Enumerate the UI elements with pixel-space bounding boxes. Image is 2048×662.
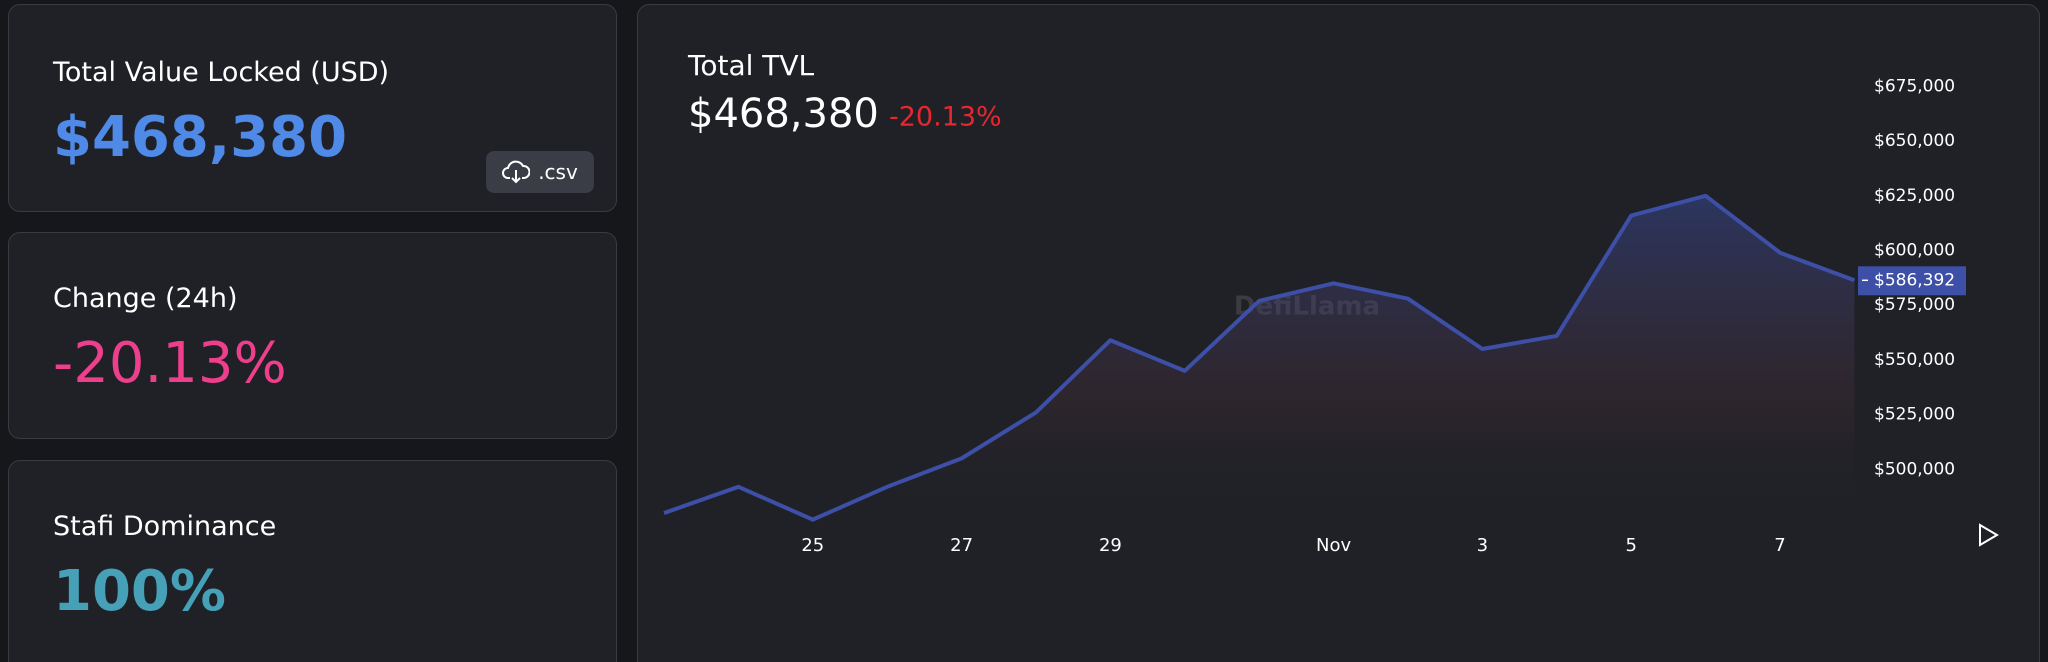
card-value: $468,380	[53, 105, 348, 170]
change-card: Change (24h) -20.13%	[8, 232, 617, 439]
y-tick-label: $625,000	[1874, 186, 1955, 206]
x-tick-label: 25	[801, 535, 824, 556]
area	[664, 195, 1855, 524]
y-tick-label: $500,000	[1874, 459, 1955, 479]
x-tick-label: 7	[1774, 535, 1785, 556]
csv-label: .csv	[538, 160, 578, 184]
y-tick-label: $675,000	[1874, 76, 1955, 96]
last-value-label: $586,392	[1874, 270, 1955, 290]
chart-title: Total TVL	[687, 49, 815, 82]
x-tick-label: 3	[1477, 535, 1488, 556]
dominance-card: Stafi Dominance 100%	[8, 460, 617, 662]
card-label: Change (24h)	[53, 283, 238, 314]
x-tick-label: 5	[1625, 535, 1636, 556]
x-tick-label: 29	[1099, 535, 1122, 556]
play-button[interactable]	[1979, 523, 1999, 547]
line	[663, 193, 1856, 522]
chart-value: $468,380	[688, 91, 879, 137]
y-tick-label: $600,000	[1874, 241, 1955, 261]
y-tick-label: $550,000	[1874, 350, 1955, 370]
csv-button[interactable]: .csv	[486, 151, 594, 193]
card-label: Stafi Dominance	[53, 511, 277, 542]
y-tick-label: $650,000	[1874, 131, 1955, 151]
y-tick-label: $575,000	[1874, 295, 1955, 315]
x-tick-label: 27	[950, 535, 973, 556]
chart-change: -20.13%	[889, 102, 1002, 133]
y-tick-label: $525,000	[1874, 405, 1955, 425]
tvl-card: Total Value Locked (USD) $468,380	[8, 4, 617, 212]
download-icon	[502, 160, 531, 184]
chart-panel: Total TVL $468,380 -20.13% DefiLlama $50…	[637, 4, 2040, 662]
card-value: 100%	[53, 559, 227, 624]
card-value: -20.13%	[53, 331, 287, 396]
x-tick-label: Nov	[1316, 535, 1351, 556]
last-value-marker	[1858, 266, 1966, 296]
card-label: Total Value Locked (USD)	[53, 57, 390, 88]
